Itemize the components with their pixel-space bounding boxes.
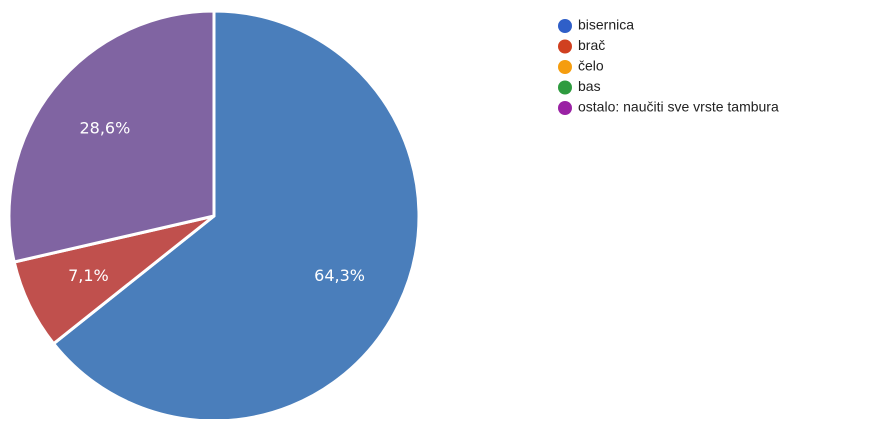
slice-label-ostalo-nauciti-sve-vrste-tambura: 28,6% xyxy=(79,119,130,138)
legend-marker-ostalo-nauciti-sve-vrste-tambura xyxy=(558,101,572,115)
legend-label-bisernica: bisernica xyxy=(578,17,634,33)
legend-marker-celo xyxy=(558,60,572,74)
pie-slices xyxy=(7,9,421,423)
legend: bisernica brač čelo bas ostalo: naučiti sve … xyxy=(558,17,779,115)
pie-slice-bisernica xyxy=(52,9,421,423)
pie-slice-ostalo-nauciti-sve-vrste-tambura xyxy=(7,9,216,264)
legend-label-brac: brač xyxy=(578,37,605,53)
legend-marker-brac xyxy=(558,39,572,54)
legend-item-ostalo-nauciti-sve-vrste-tambura: ostalo: naučiti sve vrste tambura xyxy=(558,99,779,115)
legend-label-celo: čelo xyxy=(578,58,604,74)
legend-item-bisernica: bisernica xyxy=(558,17,634,33)
legend-item-celo: čelo xyxy=(558,58,604,74)
legend-marker-bas xyxy=(558,80,572,95)
legend-label-bas: bas xyxy=(578,78,601,94)
legend-label-ostalo-nauciti-sve-vrste-tambura: ostalo: naučiti sve vrste tambura xyxy=(578,99,779,115)
legend-item-bas: bas xyxy=(558,78,601,95)
pie-slice-labels: 64,3% 7,1% 28,6% xyxy=(68,119,365,285)
slice-label-bisernica: 64,3% xyxy=(314,266,365,285)
legend-item-brac: brač xyxy=(558,37,605,54)
legend-marker-bisernica xyxy=(558,19,572,33)
slice-label-brac: 7,1% xyxy=(68,266,109,285)
